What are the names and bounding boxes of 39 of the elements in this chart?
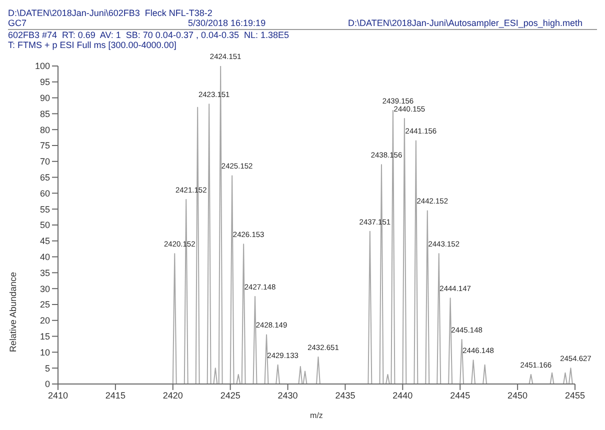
x-tick-label: 2425 [220,390,240,400]
y-tick-label: 0 [44,379,50,390]
x-tick-label: 2430 [278,390,298,400]
x-tick-label: 2415 [105,390,126,400]
y-tick-label: 100 [34,61,50,72]
x-axis-title: m/z [310,411,323,420]
y-tick-label: 90 [40,92,50,103]
text: 5/30/2018 16:19:19 [188,18,266,28]
y-tick-label: 60 [40,188,50,198]
y-tick-label: 50 [40,220,50,230]
y-tick-label: 80 [40,124,50,135]
y-tick-label: 40 [40,252,50,262]
y-tick-label: 95 [40,77,50,88]
text: T: FTMS + p ESI Full ms [300.00-4000.00] [8,40,176,50]
y-tick-label: 45 [40,236,50,246]
y-tick-label: 5 [44,363,50,374]
y-tick-label: 10 [40,347,50,358]
text: D:\DATEN\2018Jan-Juni\Autosampler_ESI_pos_high.meth [348,18,582,28]
y-tick-label: 35 [40,268,50,278]
y-tick-label: 30 [40,284,50,294]
text: D:\DATEN\2018Jan-Juni\602FB3 Fleck NFL-T38-2 [8,8,212,18]
x-tick-label: 2455 [564,390,586,400]
y-tick-label: 20 [40,316,50,326]
y-tick-label: 85 [40,108,50,119]
y-tick-label: 70 [40,156,50,167]
x-tick-label: 2440 [392,390,413,400]
text: GC7 [8,18,27,28]
x-tick-label: 2435 [335,390,356,400]
y-tick-label: 65 [40,172,50,182]
y-tick-label: 25 [40,300,50,310]
y-tick-label: 55 [40,204,50,214]
x-tick-label: 2450 [508,390,528,400]
x-tick-label: 2420 [162,390,183,400]
x-tick-label: 2445 [450,390,470,400]
text: 602FB3 #74 RT: 0.69 AV: 1 SB: 70 0.04-0.37 , 0.04-0.35 NL: 1.38E5 [8,30,290,40]
y-tick-label: 15 [40,331,50,342]
y-axis-title: Relative Abundance [8,272,18,352]
y-tick-label: 75 [40,140,50,151]
x-tick-label: 2410 [48,390,68,400]
